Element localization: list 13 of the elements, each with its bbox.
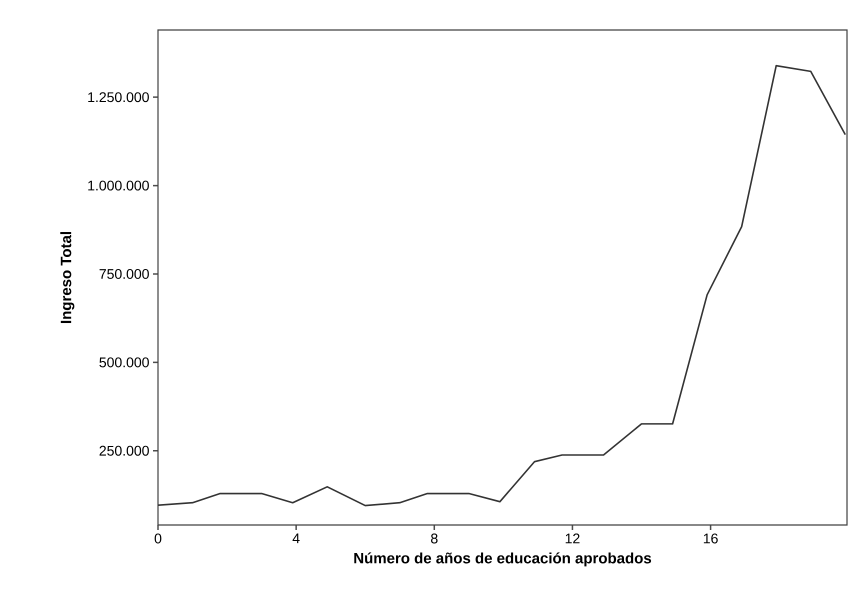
y-tick-label: 1.000.000 <box>88 180 149 191</box>
x-tick-label: 16 <box>704 534 718 544</box>
x-axis-title: Número de años de educación aprobados <box>354 552 652 566</box>
x-tick-label: 4 <box>292 534 300 544</box>
y-tick-label: 250.000 <box>100 446 149 456</box>
x-tick-label: 8 <box>431 534 438 544</box>
line-series <box>158 64 846 506</box>
y-tick-label: 750.000 <box>100 268 149 279</box>
y-tick-label: 1.250.000 <box>88 92 149 102</box>
x-tick-label: 0 <box>154 534 162 544</box>
y-tick-label: 500.000 <box>99 357 149 368</box>
x-tick-label: 12 <box>566 534 580 544</box>
y-axis-title: Ingreso Total <box>60 232 74 324</box>
